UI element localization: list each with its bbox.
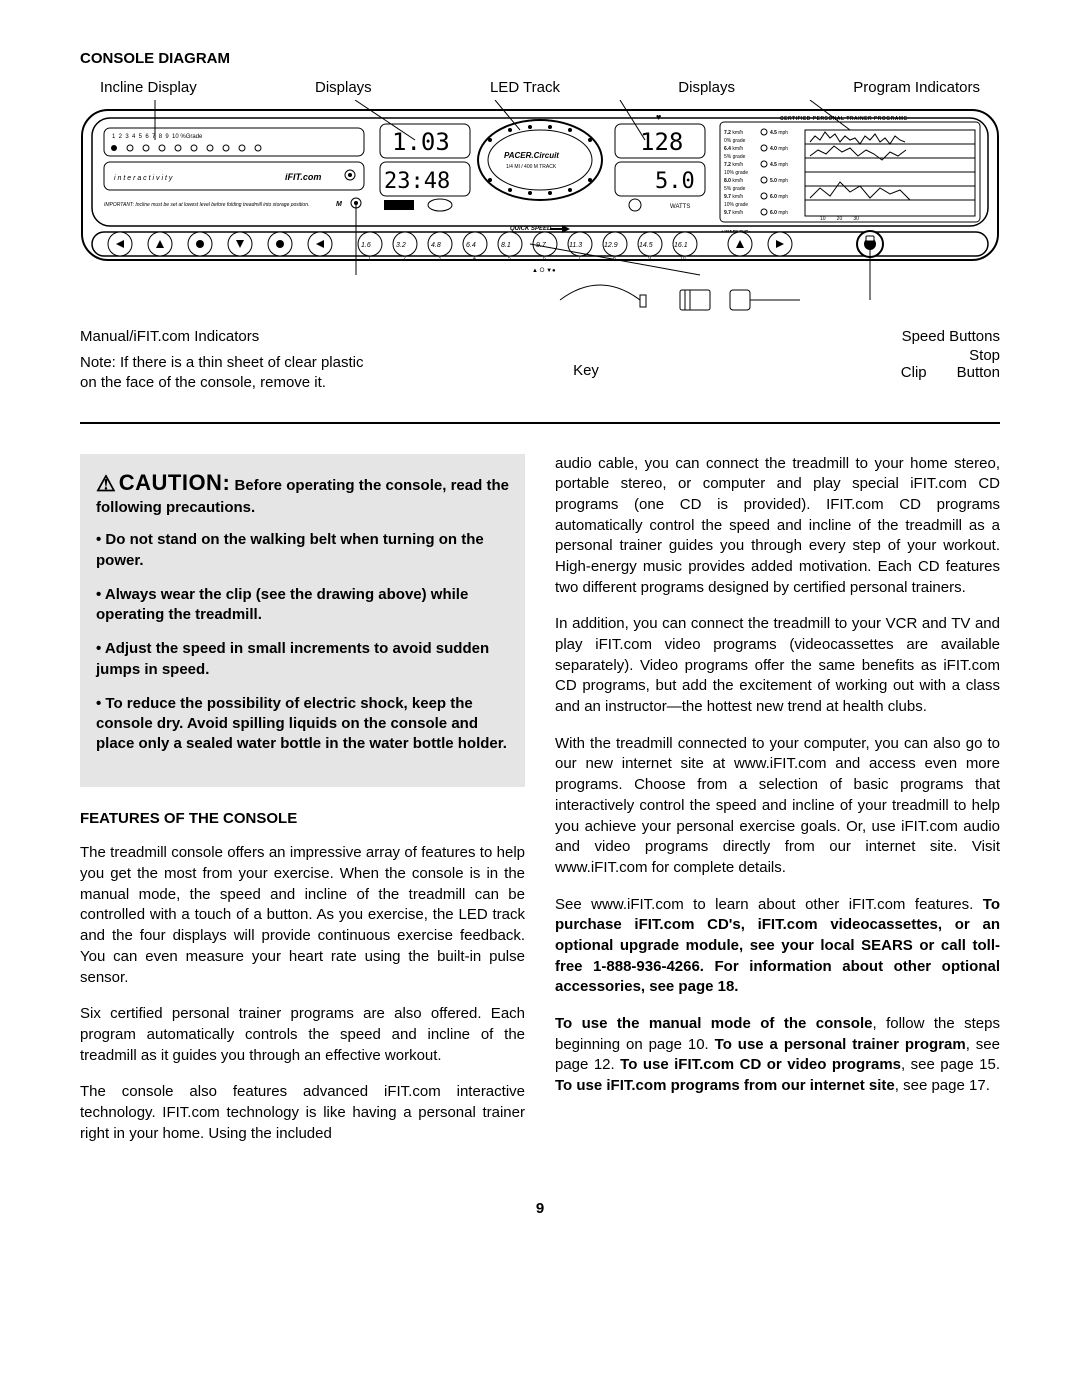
svg-text:♥: ♥	[656, 112, 661, 122]
left-column: ⚠CAUTION: Before operating the console, …	[80, 454, 525, 1161]
callout-speed-buttons: Speed Buttons	[678, 328, 1000, 345]
svg-text:9.7 km/h: 9.7 km/h	[724, 210, 743, 216]
body-paragraph: With the treadmill connected to your com…	[555, 734, 1000, 879]
caution-item: Do not stand on the walking belt when tu…	[96, 530, 509, 571]
svg-text:3.2: 3.2	[396, 242, 406, 249]
svg-text:i n t e r a c t i v i t y: i n t e r a c t i v i t y	[114, 175, 173, 182]
svg-text:3: 3	[438, 256, 441, 262]
right-column: audio cable, you can connect the treadmi…	[555, 454, 1000, 1161]
svg-text:6.4 km/h: 6.4 km/h	[724, 146, 743, 152]
svg-text:1.6: 1.6	[361, 242, 371, 249]
svg-text:10: 10	[680, 256, 686, 262]
callout-program-indicators: Program Indicators	[853, 79, 980, 96]
svg-text:CERTIFIED PERSONAL TRAINER PRO: CERTIFIED PERSONAL TRAINER PROGRAMS	[780, 116, 908, 122]
svg-text:14.5: 14.5	[639, 242, 653, 249]
svg-text:2: 2	[403, 256, 406, 262]
svg-text:1 2 3 4 5 6 7 8 9 10: 1 2 3 4 5 6 7 8 9 10 %Grade	[112, 134, 203, 140]
svg-text:128: 128	[640, 128, 683, 156]
svg-text:9: 9	[648, 256, 651, 262]
svg-text:7: 7	[578, 256, 581, 262]
svg-text:QUICK SPEED: QUICK SPEED	[510, 226, 552, 232]
svg-text:M: M	[336, 201, 342, 208]
svg-text:12.9: 12.9	[604, 242, 618, 249]
svg-text:23:48: 23:48	[384, 169, 450, 194]
svg-text:10 20 30: 10 20 30	[820, 216, 859, 222]
svg-text:10% grade: 10% grade	[724, 202, 748, 208]
body-paragraph: Six certified personal trainer programs …	[80, 1004, 525, 1066]
svg-text:4.5 mph: 4.5 mph	[770, 162, 788, 168]
note-line-1: Note: If there is a thin sheet of clear …	[80, 354, 363, 371]
caution-box: ⚠CAUTION: Before operating the console, …	[80, 454, 525, 787]
svg-text:iFIT.com: iFIT.com	[285, 172, 321, 182]
svg-text:▲ ⭘ ▼●: ▲ ⭘ ▼●	[532, 267, 556, 274]
warning-icon: ⚠	[96, 469, 116, 499]
svg-text:6.0 mph: 6.0 mph	[770, 210, 788, 216]
callout-key: Key	[573, 362, 599, 379]
section-title: CONSOLE DIAGRAM	[80, 50, 1000, 67]
callout-led-track: LED Track	[490, 79, 560, 96]
svg-text:10% grade: 10% grade	[724, 170, 748, 176]
body-paragraph: The console also features advanced iFIT.…	[80, 1082, 525, 1144]
svg-text:4.0 mph: 4.0 mph	[770, 146, 788, 152]
body-paragraph: audio cable, you can connect the treadmi…	[555, 454, 1000, 599]
svg-text:4.5 mph: 4.5 mph	[770, 130, 788, 136]
svg-text:IMPORTANT: Incline must be set: IMPORTANT: Incline must be set at lowest…	[104, 202, 309, 208]
features-heading: FEATURES OF THE CONSOLE	[80, 809, 525, 830]
console-diagram: Incline Display Displays LED Track Displ…	[80, 79, 1000, 394]
body-paragraph: See www.iFIT.com to learn about other iF…	[555, 895, 1000, 998]
svg-text:7.2 km/h: 7.2 km/h	[724, 130, 743, 136]
svg-text:0% grade: 0% grade	[724, 138, 746, 144]
callout-incline-display: Incline Display	[100, 79, 197, 96]
svg-text:6: 6	[543, 256, 546, 262]
body-paragraph: The treadmill console offers an impressi…	[80, 843, 525, 988]
caution-item: To reduce the possibility of electric sh…	[96, 694, 509, 755]
svg-text:5% grade: 5% grade	[724, 154, 746, 160]
callout-displays-1: Displays	[315, 79, 372, 96]
page-number: 9	[80, 1200, 1000, 1217]
svg-text:4: 4	[473, 256, 476, 262]
svg-text:6.0 mph: 6.0 mph	[770, 194, 788, 200]
caution-word: CAUTION:	[119, 470, 231, 495]
divider	[80, 422, 1000, 424]
svg-text:8.1: 8.1	[501, 242, 511, 249]
svg-text:16.1: 16.1	[674, 242, 688, 249]
svg-text:5% grade: 5% grade	[724, 186, 746, 192]
svg-text:4.8: 4.8	[431, 242, 441, 249]
svg-text:6.4: 6.4	[466, 242, 476, 249]
callout-manual-indicators: Manual/iFIT.com Indicators	[80, 328, 494, 345]
callout-stop-2: Button	[957, 364, 1000, 381]
console-illustration: 1 2 3 4 5 6 7 8 9 10 %Grade i n t e r a …	[80, 100, 1000, 320]
callout-stop-1: Stop	[969, 347, 1000, 364]
svg-text:1.03: 1.03	[392, 128, 450, 156]
svg-text:9.7 km/h: 9.7 km/h	[724, 194, 743, 200]
svg-text:PACER.Circuit: PACER.Circuit	[504, 151, 559, 160]
svg-text:7.2 km/h: 7.2 km/h	[724, 162, 743, 168]
svg-text:1/4 MI / 400 M TRACK: 1/4 MI / 400 M TRACK	[506, 164, 557, 170]
svg-text:8.0 km/h: 8.0 km/h	[724, 178, 743, 184]
svg-text:1: 1	[368, 256, 371, 262]
svg-text:5: 5	[508, 256, 511, 262]
caution-item: Adjust the speed in small increments to …	[96, 639, 509, 680]
svg-text:5.0 mph: 5.0 mph	[770, 178, 788, 184]
caution-item: Always wear the clip (see the drawing ab…	[96, 585, 509, 626]
svg-text:WATTS: WATTS	[670, 204, 690, 210]
svg-text:11.3: 11.3	[569, 242, 582, 249]
body-paragraph: To use the manual mode of the console, f…	[555, 1014, 1000, 1097]
callout-displays-2: Displays	[678, 79, 735, 96]
callout-clip: Clip	[901, 364, 927, 381]
body-paragraph: In addition, you can connect the treadmi…	[555, 614, 1000, 717]
note-line-2: on the face of the console, remove it.	[80, 374, 326, 391]
svg-text:5.0: 5.0	[655, 169, 695, 194]
